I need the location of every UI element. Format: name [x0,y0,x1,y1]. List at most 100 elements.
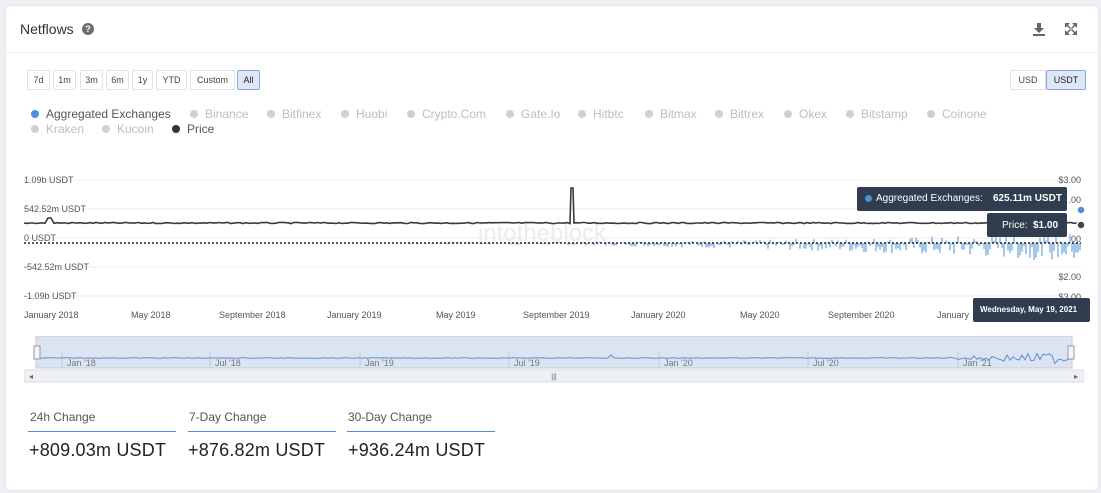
x-tick: September 2018 [219,310,286,320]
scroll-grip-icon[interactable]: ||| [551,374,557,381]
legend-dot [645,110,653,118]
legend-binance[interactable]: Binance [190,107,248,121]
y-right-tick: 00 [1071,234,1081,244]
series-tooltip: Aggregated Exchanges: 625.11m USDT [857,187,1067,211]
legend-crypto-com[interactable]: Crypto.Com [407,107,486,121]
y-tick: 542.52m USDT [24,204,87,214]
legend-aggregated-exchanges[interactable]: Aggregated Exchanges [31,107,171,121]
tooltip-series-label: Aggregated Exchanges: [876,193,983,204]
x-tick: May 2019 [436,310,476,320]
change-divider [188,431,336,432]
legend-gate-io[interactable]: Gate.Io [506,107,560,121]
x-tick: January 2020 [631,310,686,320]
legend-dot [927,110,935,118]
series-marker [1076,205,1086,215]
legend-kucoin[interactable]: Kucoin [102,122,154,136]
legend-bittrex[interactable]: Bittrex [715,107,764,121]
legend-bitmax[interactable]: Bitmax [645,107,697,121]
x-tick: May 2020 [740,310,780,320]
legend-label: Crypto.Com [422,107,487,121]
legend-dot [31,125,39,133]
expand-icon[interactable] [1063,21,1079,37]
change-divider [347,431,495,432]
nav-tick: Jan '21 [963,358,992,368]
legend-dot [190,110,198,118]
y-right-tick: $2.00 [1058,272,1081,282]
legend-label: Bitfinex [282,107,322,121]
legend-label: Coinone [942,107,987,121]
nav-tick: Jul '19 [514,358,540,368]
y-right-tick: .00 [1068,195,1081,205]
legend-price[interactable]: Price [172,122,214,136]
tooltip-price-label: Price: [1002,220,1028,231]
download-icon[interactable] [1031,21,1047,37]
scroll-right-icon[interactable]: ▸ [1074,372,1078,381]
navigator-handle-left[interactable] [33,345,41,360]
navigator-handle-right[interactable] [1067,345,1075,360]
tooltip-price-value: $1.00 [1033,220,1059,231]
nav-tick: Jan '18 [67,358,96,368]
x-tick: January 2019 [327,310,382,320]
change-30d-value: +936.24m USDT [348,440,486,460]
legend-kraken[interactable]: Kraken [31,122,84,136]
price-marker [1076,220,1086,230]
x-axis-ticks: January 2018 May 2018 September 2018 Jan… [24,310,970,320]
currency-usdt[interactable]: USDT [1046,70,1086,90]
range-1m[interactable]: 1m [53,70,76,90]
legend-label: Hitbtc [593,107,624,121]
nav-tick: Jan '19 [365,358,394,368]
range-ytd[interactable]: YTD [156,70,187,90]
legend-label: Kraken [46,122,85,136]
legend-label: Bitmax [660,107,697,121]
change-7d-value: +876.82m USDT [188,440,326,460]
netflows-chart[interactable]: intotheblock 1.09b USDT 542.52m USDT 0 U… [6,161,1098,321]
tooltip-series-value: 625.11m USDT [993,193,1062,204]
range-6m[interactable]: 6m [106,70,129,90]
range-navigator[interactable]: Jan '18 Jul '18 Jan '19 Jul '19 Jan '20 … [24,336,1084,384]
scroll-left-icon[interactable]: ◂ [29,372,33,381]
legend-bitstamp[interactable]: Bitstamp [846,107,908,121]
navigator-scrollbar[interactable] [24,369,1084,383]
change-divider [28,431,176,432]
legend-label: Okex [799,107,828,121]
range-1y[interactable]: 1y [132,70,153,90]
y-tick: 0 USDT [24,233,57,243]
legend-dot [784,110,792,118]
legend-label: Bittrex [730,107,765,121]
legend-dot [407,110,415,118]
y-right-ticks: $3.00 .00 00 $2.00 $3.00 [1058,175,1081,302]
change-7d-label: 7-Day Change [189,410,267,424]
legend-label: Huobi [356,107,388,121]
price-series-line [23,187,1081,225]
range-all[interactable]: All [237,70,260,90]
x-tick: September 2020 [828,310,895,320]
legend-coinone[interactable]: Coinone [927,107,987,121]
change-30d-label: 30-Day Change [348,410,433,424]
navigator-selection[interactable] [35,336,1073,369]
card-title: Netflows [20,21,74,37]
navigator-ticks: Jan '18 Jul '18 Jan '19 Jul '19 Jan '20 … [61,352,992,368]
netflows-card: Netflows ? 7d 1m 3m 6m 1y YTD Custom All… [5,5,1099,491]
x-tick: May 2018 [131,310,171,320]
range-3m[interactable]: 3m [80,70,103,90]
legend-dot [172,125,180,133]
nav-tick: Jul '18 [215,358,241,368]
tooltip-date: Wednesday, May 19, 2021 [980,305,1078,314]
legend-okex[interactable]: Okex [784,107,827,121]
y-tick: -1.09b USDT [24,291,77,301]
legend-dot [267,110,275,118]
navigator-series-line [36,352,1071,365]
help-icon[interactable]: ? [82,23,94,35]
legend-hitbtc[interactable]: Hitbtc [578,107,624,121]
legend-dot [31,110,39,118]
range-custom[interactable]: Custom [190,70,235,90]
legend-huobi[interactable]: Huobi [341,107,387,121]
y-tick: 1.09b USDT [24,175,74,185]
legend-dot [578,110,586,118]
legend-label: Bitstamp [861,107,908,121]
legend-label: Kucoin [117,122,154,136]
legend-label: Binance [205,107,249,121]
legend-bitfinex[interactable]: Bitfinex [267,107,321,121]
range-7d[interactable]: 7d [27,70,50,90]
currency-usd[interactable]: USD [1010,70,1046,90]
